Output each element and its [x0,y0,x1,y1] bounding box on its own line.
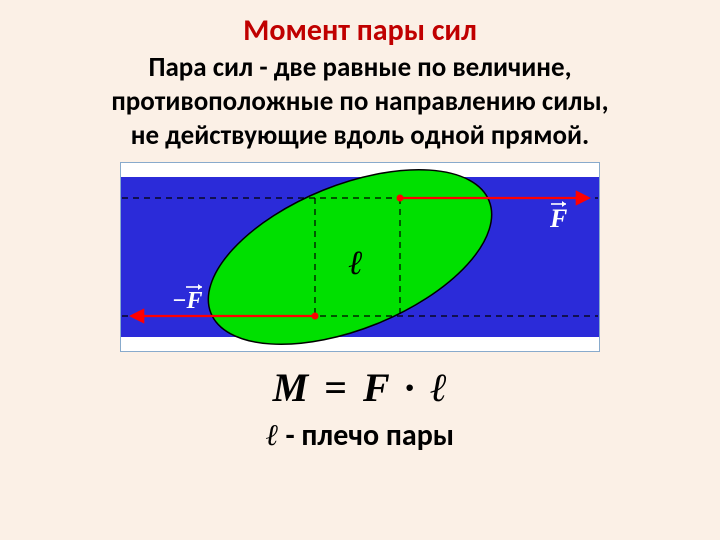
formula-eq: = [318,365,353,410]
title-text: Момент пары сил [243,12,477,49]
formula-dot: · [399,365,420,410]
formula-F: F [363,365,389,410]
slide-page: Момент пары сил Пара сил - две равные по… [0,0,720,540]
svg-text:−F: −F [172,288,203,314]
formula-M: M [273,365,309,410]
definition-line-2: противоположные по направлению силы, [111,85,608,118]
couple-diagram: F −F ℓ [120,162,600,352]
diagram-svg: F −F ℓ [120,162,600,352]
footer-line: ℓ - плечо пары [0,417,720,454]
svg-text:F: F [549,204,567,233]
moment-formula: M = F · ℓ [0,364,720,411]
footer-ell: ℓ [266,419,279,452]
footer-text: - плечо пары [279,417,455,454]
slide-title: Момент пары сил [0,12,720,49]
definition-line-1: Пара сил - две равные по величине, [148,51,571,84]
svg-text:ℓ: ℓ [348,245,362,282]
definition-block: Пара сил - две равные по величине, проти… [0,51,720,152]
definition-line-3: не действующие вдоль одной прямой. [131,119,590,152]
formula-ell: ℓ [430,365,447,410]
